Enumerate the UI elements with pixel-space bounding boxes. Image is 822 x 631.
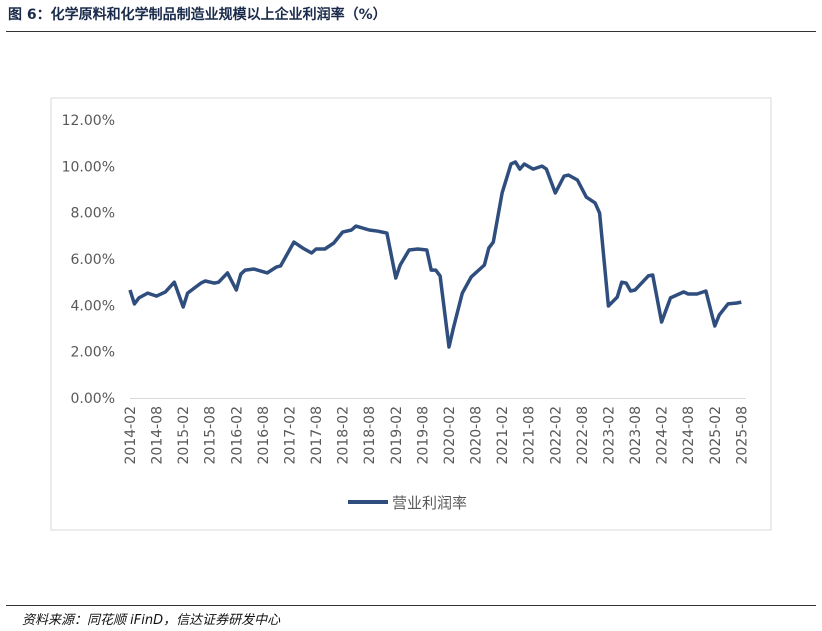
x-tick-label: 2023-02 — [601, 406, 617, 465]
legend-label: 营业利润率 — [392, 494, 467, 512]
y-tick-label: 6.00% — [71, 252, 115, 268]
x-tick-label: 2018-02 — [336, 406, 352, 465]
x-tick-label: 2019-02 — [389, 406, 405, 465]
x-tick-label: 2019-08 — [415, 406, 431, 465]
x-tick-label: 2021-02 — [495, 406, 511, 465]
footer-divider — [6, 605, 816, 606]
series-line-operating-margin — [128, 160, 742, 349]
source-note: 资料来源：同花顺 iFinD，信达证券研发中心 — [22, 613, 281, 628]
x-tick-label: 2014-08 — [150, 406, 166, 465]
x-axis: 2014-02 2014-08 2015-02 2015-08 2016-02 2016-… — [123, 406, 750, 465]
y-tick-label: 0.00% — [71, 391, 115, 407]
x-tick-label: 2024-08 — [681, 406, 697, 465]
x-tick-label: 2024-02 — [655, 406, 671, 465]
figure-title: 图 6：化学原料和化学制品制造业规模以上企业利润率（%） — [8, 7, 387, 23]
x-tick-label: 2017-02 — [282, 406, 298, 465]
y-axis: 0.00% 2.00% 4.00% 6.00% 8.00% 10.00% 12.00% — [62, 113, 115, 407]
x-tick-label: 2025-08 — [734, 406, 750, 465]
y-tick-label: 10.00% — [62, 159, 115, 175]
chart-frame — [50, 97, 772, 531]
y-tick-label: 2.00% — [71, 345, 115, 361]
x-tick-label: 2018-08 — [362, 406, 378, 465]
x-tick-label: 2015-02 — [176, 406, 192, 465]
x-tick-label: 2017-08 — [309, 406, 325, 465]
x-tick-label: 2016-08 — [256, 406, 272, 465]
x-tick-label: 2022-08 — [575, 406, 591, 465]
y-tick-label: 8.00% — [71, 206, 115, 222]
x-tick-label: 2015-08 — [203, 406, 219, 465]
y-tick-label: 12.00% — [62, 113, 115, 129]
y-tick-label: 4.00% — [71, 298, 115, 314]
x-tick-label: 2025-02 — [708, 406, 724, 465]
x-tick-label: 2020-02 — [442, 406, 458, 465]
x-tick-label: 2022-02 — [548, 406, 564, 465]
x-tick-label: 2020-08 — [469, 406, 485, 465]
x-tick-label: 2021-08 — [522, 406, 538, 465]
x-tick-label: 2023-08 — [628, 406, 644, 465]
legend: 营业利润率 — [348, 494, 467, 512]
x-tick-label: 2016-02 — [229, 406, 245, 465]
title-divider — [6, 31, 816, 32]
x-tick-label: 2014-02 — [123, 406, 139, 465]
